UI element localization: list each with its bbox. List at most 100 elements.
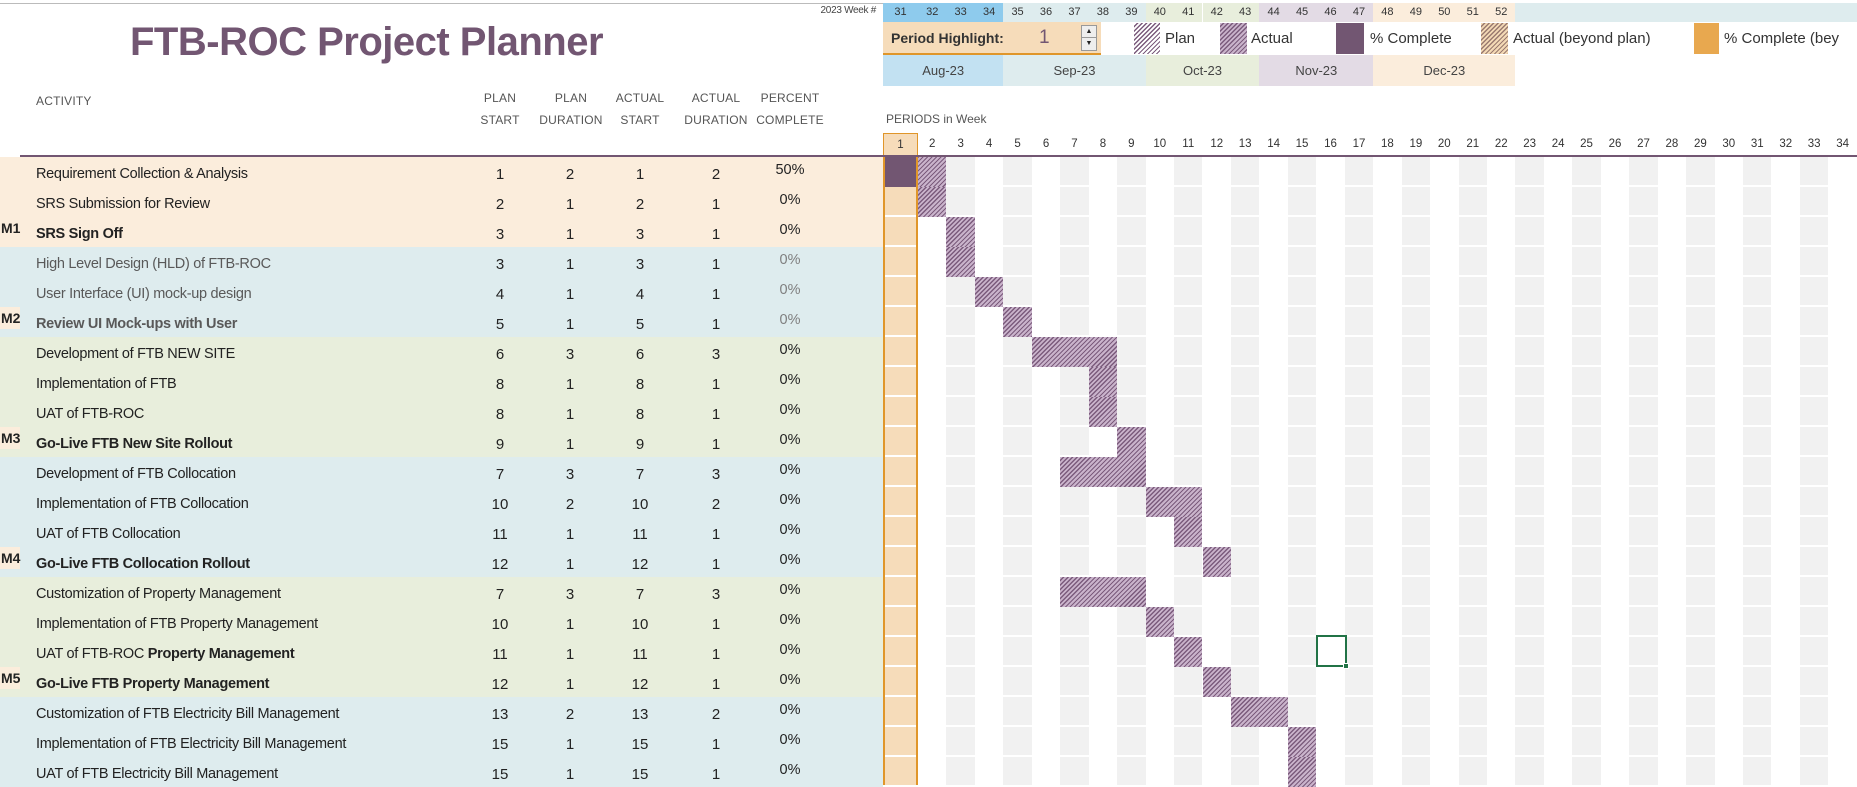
gantt-cell bbox=[1458, 697, 1487, 725]
gantt-cell bbox=[1458, 637, 1487, 665]
gantt-cell bbox=[1458, 187, 1487, 215]
table-row: M2 Review UI Mock-ups with User 5 1 5 1 0% bbox=[0, 307, 883, 337]
gantt-cell bbox=[1572, 247, 1601, 275]
gantt-cell bbox=[1543, 337, 1573, 365]
actual-duration-value: 1 bbox=[711, 436, 721, 453]
selected-cell[interactable] bbox=[1316, 635, 1349, 669]
gantt-cell bbox=[974, 217, 1004, 245]
gantt-cell bbox=[1344, 217, 1374, 245]
gantt-cell bbox=[946, 487, 975, 515]
table-row: Development of FTB Collocation 7 3 7 3 0% bbox=[0, 457, 883, 487]
fill-handle[interactable] bbox=[1342, 663, 1349, 669]
plan-start-value: 4 bbox=[495, 286, 505, 303]
period-number: 17 bbox=[1352, 138, 1366, 150]
gantt-cell bbox=[1543, 697, 1573, 725]
gantt-cell bbox=[1629, 607, 1658, 635]
gantt-cell bbox=[1828, 757, 1857, 785]
activity-name: UAT of FTB Electricity Bill Management bbox=[36, 766, 278, 782]
gantt-cell bbox=[1287, 697, 1317, 725]
gantt-cell bbox=[946, 367, 975, 395]
plan-duration-value: 1 bbox=[565, 196, 575, 213]
spinner-down-icon[interactable]: ▼ bbox=[1085, 40, 1093, 47]
gantt-cell bbox=[1828, 577, 1857, 605]
gantt-cell bbox=[1543, 307, 1573, 335]
spinner-up-icon[interactable]: ▲ bbox=[1082, 26, 1096, 38]
gantt-cell bbox=[1515, 457, 1544, 485]
gantt-cell bbox=[1487, 637, 1516, 665]
gantt-cell bbox=[1771, 607, 1800, 635]
gantt-cell bbox=[1771, 457, 1800, 485]
table-row: Implementation of FTB Collocation 10 2 10 2 0… bbox=[0, 487, 883, 517]
gantt-cell bbox=[1003, 157, 1032, 185]
period-number: 10 bbox=[1153, 138, 1167, 150]
gantt-cell bbox=[946, 397, 975, 425]
gantt-cell bbox=[1572, 547, 1601, 575]
activity-text: SRS Sign Off bbox=[36, 226, 123, 242]
gantt-cell bbox=[1714, 697, 1744, 725]
actual-start-value: 7 bbox=[635, 466, 645, 483]
gantt-cell bbox=[1202, 487, 1231, 515]
gantt-cell bbox=[946, 307, 975, 335]
activity-text: Development of FTB Collocation bbox=[36, 466, 236, 482]
gantt-cell bbox=[1714, 337, 1744, 365]
gantt-cell bbox=[1600, 547, 1630, 575]
gantt-actual-bar bbox=[1202, 547, 1231, 577]
gantt-cell bbox=[1743, 727, 1772, 755]
gantt-cell bbox=[1145, 757, 1175, 785]
gantt-cell bbox=[1657, 187, 1687, 215]
gantt-cell bbox=[1287, 157, 1317, 185]
gantt-cell bbox=[1543, 577, 1573, 605]
period-spinner[interactable]: ▲ ▼ bbox=[1081, 25, 1097, 51]
gantt-cell bbox=[1828, 247, 1857, 275]
table-row: Implementation of FTB Property Managemen… bbox=[0, 607, 883, 637]
milestone-label: M5 bbox=[0, 667, 20, 689]
activity-text: UAT of FTB Collocation bbox=[36, 526, 181, 542]
period-number: 2 bbox=[929, 138, 936, 150]
gantt-cell bbox=[974, 757, 1004, 785]
period-highlight-value[interactable]: 1 bbox=[1039, 27, 1050, 48]
week-number-cell: 36 bbox=[1031, 3, 1061, 22]
gantt-cell bbox=[1401, 247, 1431, 275]
gantt-cell bbox=[1230, 247, 1260, 275]
percent-complete-value: 0% bbox=[779, 192, 801, 208]
activity-name: Review UI Mock-ups with User bbox=[36, 316, 237, 332]
gantt-cell bbox=[1828, 157, 1857, 185]
gantt-cell bbox=[1686, 517, 1715, 545]
gantt-cell bbox=[1629, 337, 1658, 365]
gantt-cell bbox=[1799, 157, 1829, 185]
gantt-cell bbox=[1515, 397, 1544, 425]
gantt-cell bbox=[1629, 487, 1658, 515]
gantt-cell bbox=[883, 337, 918, 365]
gantt-cell bbox=[1430, 187, 1459, 215]
gantt-cell bbox=[1174, 247, 1203, 275]
gantt-cell bbox=[946, 157, 975, 185]
plan-start-value: 7 bbox=[495, 586, 505, 603]
gantt-actual-bar bbox=[1088, 367, 1118, 397]
gantt-cell bbox=[1600, 637, 1630, 665]
table-row: M1 SRS Sign Off 3 1 3 1 0% bbox=[0, 217, 883, 247]
period-number: 15 bbox=[1295, 138, 1309, 150]
gantt-cell bbox=[974, 427, 1004, 455]
gantt-actual-bar bbox=[1174, 517, 1203, 547]
gantt-cell bbox=[1088, 187, 1118, 215]
actual-duration-value: 1 bbox=[711, 676, 721, 693]
table-row: UAT of FTB-ROC Property Management 11 1 11 1… bbox=[0, 637, 883, 667]
gantt-cell bbox=[1003, 607, 1032, 635]
plan-start-value: 10 bbox=[491, 496, 509, 513]
gantt-cell bbox=[1714, 427, 1744, 455]
gantt-cell bbox=[1458, 307, 1487, 335]
gantt-cell bbox=[1629, 667, 1658, 695]
gantt-cell bbox=[1230, 667, 1260, 695]
gantt-cell bbox=[1230, 757, 1260, 785]
gantt-cell bbox=[1771, 337, 1800, 365]
table-row: M4 Go-Live FTB Collocation Rollout 12 1 12 1 0… bbox=[0, 547, 883, 577]
gantt-cell bbox=[1202, 337, 1231, 365]
gantt-cell bbox=[1259, 397, 1288, 425]
gantt-cell bbox=[1230, 277, 1260, 305]
gantt-cell bbox=[1430, 667, 1459, 695]
gantt-cell bbox=[1686, 277, 1715, 305]
gantt-cell bbox=[1572, 457, 1601, 485]
gantt-cell bbox=[1686, 547, 1715, 575]
gantt-cell bbox=[1771, 187, 1800, 215]
gantt-cell bbox=[1117, 637, 1146, 665]
